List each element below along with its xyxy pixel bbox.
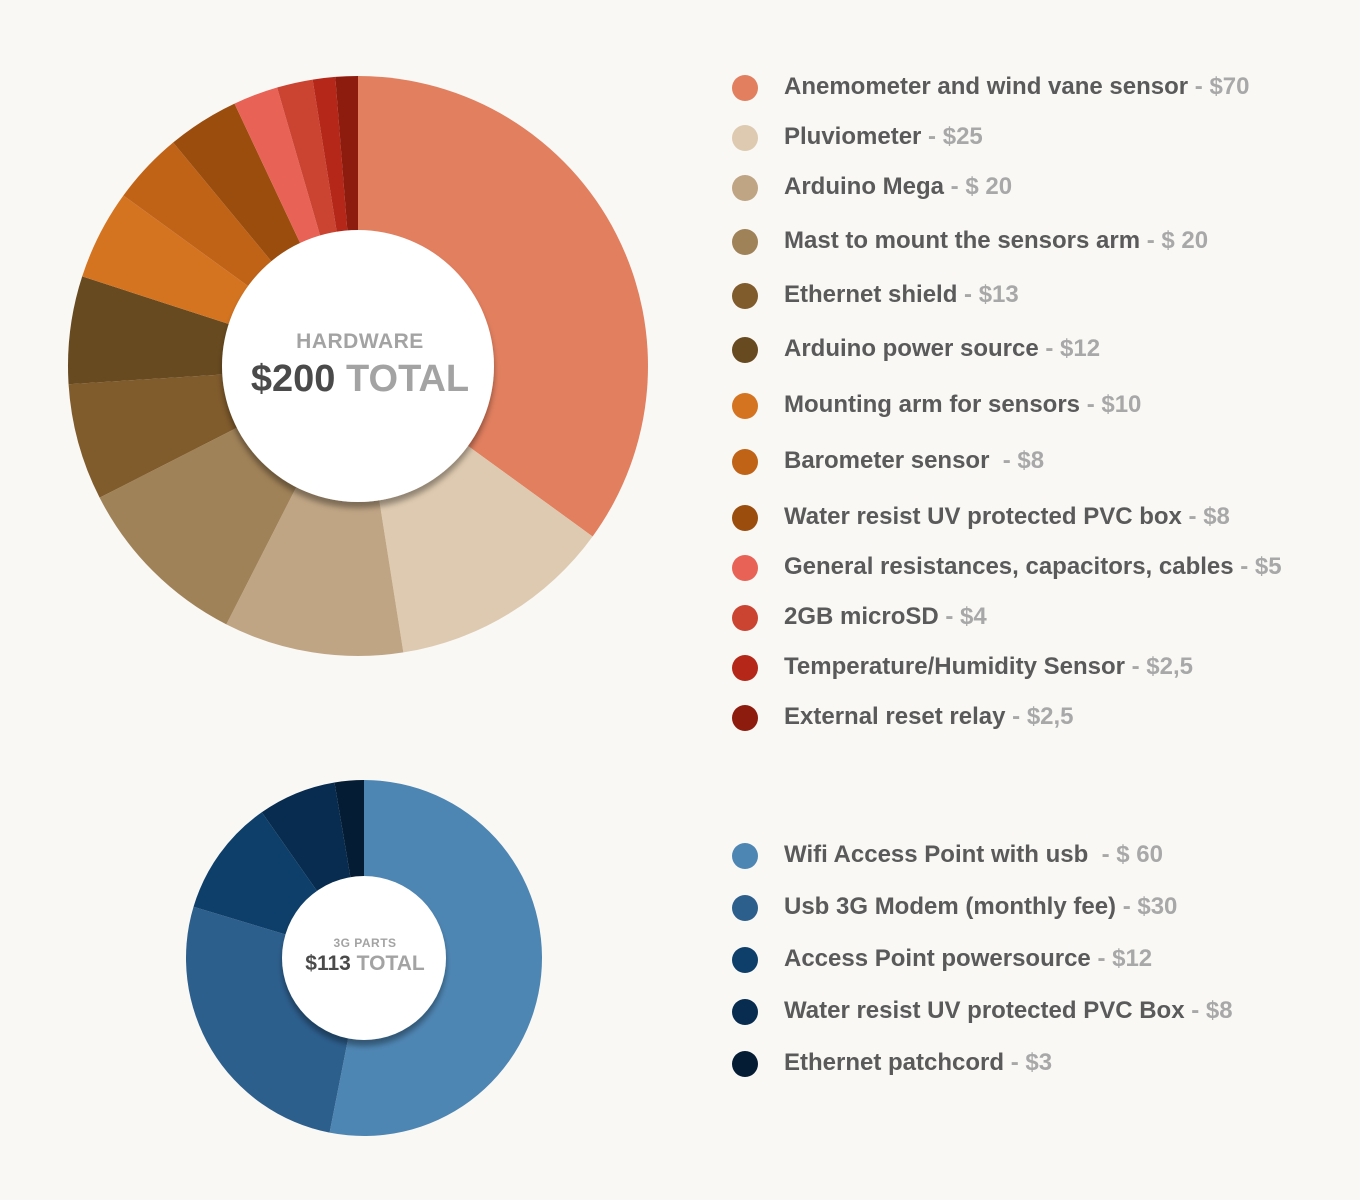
hardware-total-amount: $200 <box>250 358 336 400</box>
3g-parts-legend-price: - $12 <box>1090 945 1153 972</box>
hardware-legend-label: Pluviometer - $25 <box>784 122 983 152</box>
hardware-legend-price: - $13 <box>957 281 1019 308</box>
hardware-legend-swatch <box>732 125 758 151</box>
hardware-legend-name: Arduino power source <box>784 335 1039 362</box>
hardware-legend-price: - $ 20 <box>1140 227 1209 254</box>
3g-parts-total-amount: $113 <box>305 952 351 975</box>
hardware-legend-swatch <box>732 229 758 255</box>
hardware-legend-swatch <box>732 505 758 531</box>
hardware-legend-price: - $4 <box>938 603 987 630</box>
3g-parts-legend-label: Usb 3G Modem (monthly fee) - $30 <box>784 892 1177 922</box>
3g-parts-legend-swatch <box>732 947 758 973</box>
hardware-slice-anemometer-and-wind-vane-sensor <box>358 76 648 537</box>
hardware-legend-label: Mast to mount the sensors arm - $ 20 <box>784 226 1208 256</box>
3g-parts-legend-name: Access Point powersource <box>784 945 1091 972</box>
3g-parts-legend-label: Access Point powersource - $12 <box>784 944 1152 974</box>
hardware-center-total: $200 TOTAL <box>222 358 498 401</box>
hardware-legend-name: Anemometer and wind vane sensor <box>784 73 1189 100</box>
hardware-legend-name: Mounting arm for sensors <box>784 391 1081 418</box>
3g-parts-legend-name: Wifi Access Point with usb <box>784 841 1095 868</box>
hardware-legend-name: Arduino Mega <box>784 173 944 200</box>
hardware-legend-label: Anemometer and wind vane sensor - $70 <box>784 72 1249 102</box>
3g-parts-center-text: 3G PARTS $113 TOTAL <box>280 912 450 1012</box>
hardware-legend-price: - $ 20 <box>944 173 1013 200</box>
hardware-legend-swatch <box>732 705 758 731</box>
hardware-legend-swatch <box>732 605 758 631</box>
3g-parts-legend-label: Ethernet patchcord - $3 <box>784 1048 1052 1078</box>
3g-parts-center-total: $113 TOTAL <box>280 952 450 976</box>
3g-parts-legend-swatch <box>732 1051 758 1077</box>
hardware-center-circle <box>222 230 494 502</box>
hardware-legend-price: - $8 <box>1181 503 1230 530</box>
3g-parts-center-label: 3G PARTS <box>333 936 397 950</box>
hardware-legend-label: Arduino Mega - $ 20 <box>784 172 1012 202</box>
hardware-legend-name: Pluviometer <box>784 123 922 150</box>
hardware-legend-price: - $2,5 <box>1124 653 1194 680</box>
3g-parts-legend-name: Water resist UV protected PVC Box <box>784 997 1185 1024</box>
3g-parts-legend-swatch <box>732 843 758 869</box>
hardware-legend-price: - $12 <box>1038 335 1101 362</box>
3g-parts-legend-name: Usb 3G Modem (monthly fee) <box>784 893 1117 920</box>
3g-parts-legend-price: - $3 <box>1004 1049 1053 1076</box>
hardware-legend-swatch <box>732 337 758 363</box>
hardware-legend-name: Mast to mount the sensors arm <box>784 227 1141 254</box>
3g-parts-legend-name: Ethernet patchcord <box>784 1049 1005 1076</box>
hardware-legend-name: General resistances, capacitors, cables <box>784 553 1234 580</box>
hardware-legend-label: Temperature/Humidity Sensor - $2,5 <box>784 652 1193 682</box>
hardware-legend-price: - $70 <box>1188 73 1250 100</box>
hardware-legend-label: Ethernet shield - $13 <box>784 280 1019 310</box>
hardware-legend-name: External reset relay <box>784 703 1006 730</box>
hardware-legend-name: 2GB microSD <box>784 603 939 630</box>
hardware-legend-name: Water resist UV protected PVC box <box>784 503 1182 530</box>
hardware-legend-swatch <box>732 393 758 419</box>
hardware-total-word: TOTAL <box>345 358 470 400</box>
hardware-legend-swatch <box>732 75 758 101</box>
3g-parts-total-word: TOTAL <box>356 952 425 975</box>
hardware-legend-swatch <box>732 555 758 581</box>
3g-parts-legend-price: - $ 60 <box>1094 841 1163 868</box>
3g-parts-legend-label: Water resist UV protected PVC Box - $8 <box>784 996 1233 1026</box>
3g-parts-legend-price: - $30 <box>1116 893 1178 920</box>
hardware-legend-label: Water resist UV protected PVC box - $8 <box>784 502 1230 532</box>
hardware-legend-label: 2GB microSD - $4 <box>784 602 987 632</box>
hardware-legend-name: Ethernet shield <box>784 281 958 308</box>
hardware-legend-price: - $10 <box>1080 391 1142 418</box>
3g-parts-legend-price: - $8 <box>1184 997 1233 1024</box>
hardware-legend-price: - $25 <box>921 123 983 150</box>
hardware-legend-name: Temperature/Humidity Sensor <box>784 653 1125 680</box>
hardware-legend-label: General resistances, capacitors, cables … <box>784 552 1282 582</box>
hardware-legend-swatch <box>732 449 758 475</box>
3g-parts-legend-label: Wifi Access Point with usb - $ 60 <box>784 840 1163 870</box>
hardware-legend-label: Arduino power source - $12 <box>784 334 1100 364</box>
3g-parts-legend-swatch <box>732 999 758 1025</box>
hardware-center-text: HARDWARE $200 TOTAL <box>222 296 498 496</box>
hardware-legend-label: Barometer sensor - $8 <box>784 446 1044 476</box>
hardware-legend-price: - $8 <box>989 447 1045 474</box>
3g-parts-legend-swatch <box>732 895 758 921</box>
hardware-legend-price: - $5 <box>1233 553 1282 580</box>
3g-parts-center-circle <box>282 876 446 1040</box>
hardware-legend-swatch <box>732 283 758 309</box>
hardware-center-label: HARDWARE <box>296 330 424 353</box>
hardware-legend-swatch <box>732 175 758 201</box>
hardware-legend-label: External reset relay - $2,5 <box>784 702 1074 732</box>
hardware-legend-name: Barometer sensor <box>784 447 990 474</box>
hardware-legend-label: Mounting arm for sensors - $10 <box>784 390 1141 420</box>
hardware-legend-swatch <box>732 655 758 681</box>
hardware-legend-price: - $2,5 <box>1005 703 1074 730</box>
